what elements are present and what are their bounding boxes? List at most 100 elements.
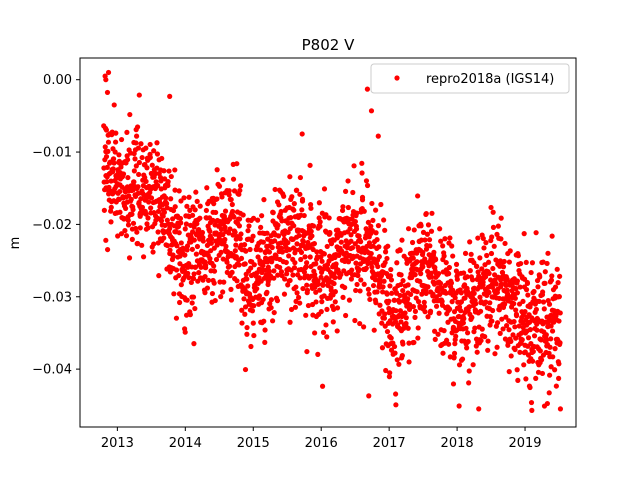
data-point — [176, 230, 182, 236]
data-point — [465, 338, 471, 345]
data-point — [520, 298, 526, 305]
legend-box — [370, 63, 570, 94]
data-point — [167, 93, 173, 99]
data-point — [125, 217, 131, 224]
data-point — [301, 212, 307, 219]
data-point — [324, 306, 330, 312]
data-point — [258, 224, 264, 230]
data-point — [452, 341, 458, 347]
data-point — [301, 269, 308, 275]
data-point — [433, 257, 439, 263]
data-point — [248, 265, 254, 271]
data-point — [299, 207, 305, 213]
data-point — [303, 264, 309, 270]
data-point — [406, 340, 412, 346]
data-point — [287, 225, 293, 232]
data-point — [480, 279, 486, 285]
data-point — [247, 246, 253, 253]
data-point — [250, 215, 257, 221]
data-point — [321, 251, 327, 257]
data-point — [453, 261, 460, 267]
data-point — [428, 270, 434, 276]
data-point — [382, 311, 388, 317]
data-point — [167, 247, 173, 253]
data-point — [462, 295, 468, 301]
data-point — [414, 250, 420, 256]
data-point — [236, 223, 243, 229]
data-point — [548, 323, 554, 329]
data-point — [101, 207, 107, 213]
data-point — [242, 304, 249, 310]
data-point — [131, 179, 137, 185]
data-point — [110, 156, 117, 162]
data-point — [320, 329, 327, 335]
data-point — [251, 332, 257, 339]
data-point — [376, 254, 382, 260]
data-point — [332, 289, 338, 295]
data-point — [184, 247, 190, 253]
data-point — [345, 204, 351, 211]
data-point — [530, 358, 536, 364]
data-point — [121, 216, 127, 222]
data-point — [286, 247, 293, 253]
data-point — [382, 259, 388, 266]
data-point — [392, 350, 398, 356]
data-point — [226, 263, 233, 269]
data-point — [426, 237, 433, 243]
data-point — [347, 226, 353, 232]
data-point — [279, 249, 286, 255]
data-point — [159, 155, 165, 162]
data-point — [443, 259, 449, 266]
data-point — [406, 359, 412, 365]
data-point — [286, 253, 292, 259]
data-point — [548, 364, 554, 370]
data-point — [266, 269, 272, 275]
data-point — [464, 330, 471, 336]
data-point — [405, 282, 411, 288]
data-point — [294, 187, 300, 193]
data-point — [523, 376, 529, 382]
data-point — [383, 367, 389, 374]
data-point — [288, 306, 295, 313]
data-point — [125, 157, 131, 163]
data-point — [346, 297, 353, 303]
data-point — [275, 233, 282, 239]
data-point — [399, 353, 405, 359]
data-point — [294, 241, 300, 247]
data-point — [537, 274, 543, 280]
data-point — [447, 235, 453, 241]
data-point — [375, 263, 381, 270]
data-point — [405, 325, 411, 331]
data-point — [234, 278, 240, 284]
data-point — [220, 289, 226, 295]
data-point — [128, 196, 134, 202]
data-point — [234, 161, 240, 167]
data-point — [415, 299, 422, 305]
data-point — [276, 202, 282, 208]
data-point — [490, 307, 496, 314]
data-point — [451, 309, 458, 315]
data-point — [394, 260, 400, 266]
data-point — [466, 380, 472, 386]
data-point — [172, 167, 178, 173]
data-point — [275, 222, 281, 228]
data-point — [110, 166, 116, 172]
data-point — [549, 233, 555, 239]
data-point — [303, 312, 309, 318]
data-point — [497, 330, 503, 336]
data-point — [217, 279, 223, 285]
data-point — [534, 321, 540, 327]
data-point — [154, 140, 160, 146]
data-point — [151, 241, 157, 247]
data-point — [186, 260, 192, 267]
data-point — [555, 280, 561, 286]
data-point — [255, 217, 261, 223]
data-point — [437, 226, 443, 232]
data-point — [371, 327, 377, 333]
data-point — [447, 306, 453, 312]
data-point — [488, 250, 495, 257]
data-point — [400, 341, 406, 347]
data-point — [501, 258, 507, 265]
data-point — [490, 209, 496, 215]
data-point — [248, 343, 254, 350]
